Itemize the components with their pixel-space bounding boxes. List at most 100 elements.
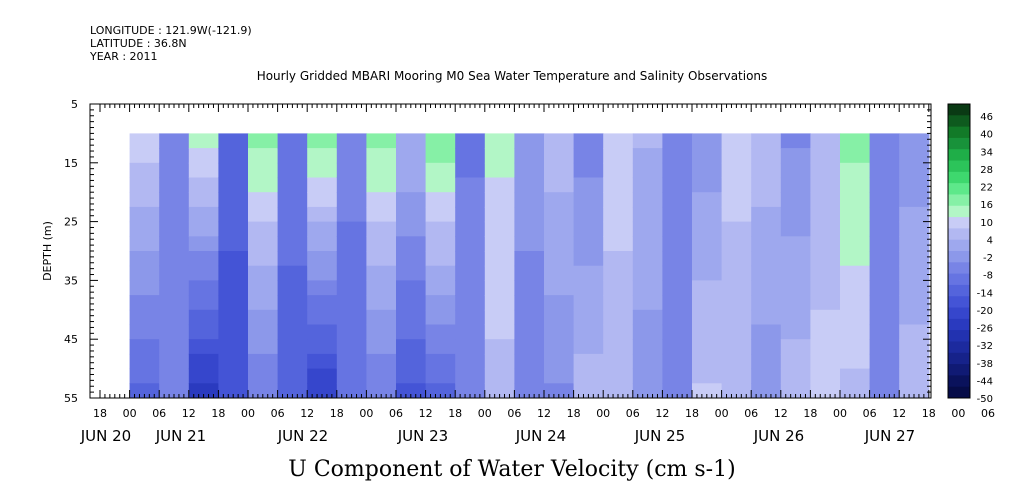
heatmap-cell <box>188 339 219 355</box>
heatmap-cell <box>810 295 841 311</box>
heatmap-cell <box>218 280 249 296</box>
heatmap-cell <box>129 236 160 252</box>
heatmap-cell <box>129 353 160 370</box>
heatmap-cell <box>840 177 871 193</box>
heatmap-cell <box>810 309 841 326</box>
heatmap-cell <box>159 148 190 164</box>
heatmap-column <box>425 133 456 398</box>
heatmap-cell <box>159 206 190 223</box>
heatmap-cell <box>751 353 782 370</box>
heatmap-column <box>840 133 871 398</box>
colorbar: 46 40 34 28 22 16 10 4 -2 -8 -14 -20 -26 -32 -38 -44 -50 <box>947 103 993 405</box>
heatmap-column <box>336 133 367 398</box>
heatmap-cell <box>277 162 308 179</box>
heatmap-cell <box>751 162 782 179</box>
colorbar-tick-label: -32 <box>977 341 993 352</box>
x-axis: 18 00 06 12 18 00 06 12 18 00 06 12 18 00 06 12 18 00 06 12… <box>80 104 995 445</box>
colorbar-tick-label: -14 <box>977 288 993 299</box>
heatmap-cell <box>810 368 841 384</box>
heatmap-cell <box>218 192 249 208</box>
heatmap-cell <box>840 368 871 384</box>
heatmap-cell <box>603 148 634 164</box>
heatmap-cell <box>544 324 575 340</box>
x-hour-label: 06 <box>981 407 995 420</box>
heatmap-cell <box>662 339 693 355</box>
x-hour-label: 18 <box>803 407 817 420</box>
heatmap-column <box>721 133 752 398</box>
heatmap-cell <box>780 368 811 384</box>
heatmap-column <box>810 133 841 398</box>
y-tick-label: 55 <box>64 392 78 405</box>
heatmap-cell <box>840 148 871 164</box>
heatmap-cell <box>840 265 871 281</box>
heatmap-cell <box>632 133 663 149</box>
heatmap-cell <box>248 295 279 311</box>
heatmap-cell <box>248 324 279 340</box>
heatmap-column <box>603 133 634 398</box>
colorbar-swatch <box>948 160 970 173</box>
colorbar-tick-label: -38 <box>977 359 993 370</box>
heatmap-cell <box>780 265 811 281</box>
heatmap-cell <box>129 265 160 281</box>
heatmap-cell <box>662 295 693 311</box>
heatmap-cell <box>484 162 515 179</box>
heatmap-cell <box>514 353 545 370</box>
heatmap-cell <box>514 295 545 311</box>
colorbar-swatch <box>948 386 970 399</box>
heatmap-cell <box>751 339 782 355</box>
heatmap-cell <box>218 309 249 326</box>
heatmap-cell <box>514 280 545 296</box>
heatmap-cell <box>514 265 545 281</box>
heatmap-cell <box>188 148 219 164</box>
colorbar-swatch <box>948 149 970 162</box>
heatmap-cell <box>425 383 456 398</box>
heatmap-cell <box>336 383 367 398</box>
heatmap-cell <box>129 162 160 179</box>
heatmap-cell <box>336 133 367 149</box>
heatmap-cell <box>277 383 308 398</box>
heatmap-cell <box>188 368 219 384</box>
heatmap-field <box>129 133 930 398</box>
y-axis: 5 15 25 35 45 55 <box>64 98 931 405</box>
heatmap-cell <box>307 206 338 223</box>
heatmap-cell <box>248 280 279 296</box>
heatmap-cell <box>396 383 427 398</box>
heatmap-cell <box>721 236 752 252</box>
x-hour-label: 06 <box>507 407 521 420</box>
heatmap-cell <box>336 192 367 208</box>
heatmap-cell <box>869 148 900 164</box>
heatmap-cell <box>662 280 693 296</box>
heatmap-column <box>129 133 160 398</box>
heatmap-cell <box>692 265 723 281</box>
heatmap-cell <box>899 221 930 237</box>
heatmap-cell <box>573 192 604 208</box>
heatmap-cell <box>751 295 782 311</box>
heatmap-cell <box>544 206 575 223</box>
heatmap-cell <box>632 192 663 208</box>
heatmap-cell <box>514 339 545 355</box>
colorbar-tick-label: 16 <box>980 200 993 211</box>
heatmap-cell <box>869 280 900 296</box>
heatmap-cell <box>248 251 279 267</box>
latitude-label: LATITUDE : 36.8N <box>90 37 187 50</box>
heatmap-cell <box>484 383 515 398</box>
heatmap-cell <box>692 177 723 193</box>
heatmap-cell <box>780 383 811 398</box>
heatmap-cell <box>840 324 871 340</box>
x-hour-label: 18 <box>211 407 225 420</box>
heatmap-cell <box>721 133 752 149</box>
heatmap-cell <box>218 133 249 149</box>
heatmap-cell <box>544 221 575 237</box>
heatmap-cell <box>573 206 604 223</box>
colorbar-tick-label: -8 <box>983 271 993 282</box>
heatmap-cell <box>129 368 160 384</box>
heatmap-cell <box>396 309 427 326</box>
colorbar-swatch <box>948 341 970 354</box>
heatmap-cell <box>484 353 515 370</box>
x-hour-label: 12 <box>655 407 669 420</box>
x-date-label: JUN 23 <box>397 427 448 445</box>
heatmap-cell <box>455 221 486 237</box>
heatmap-cell <box>721 324 752 340</box>
heatmap-cell <box>544 251 575 267</box>
heatmap-cell <box>840 280 871 296</box>
